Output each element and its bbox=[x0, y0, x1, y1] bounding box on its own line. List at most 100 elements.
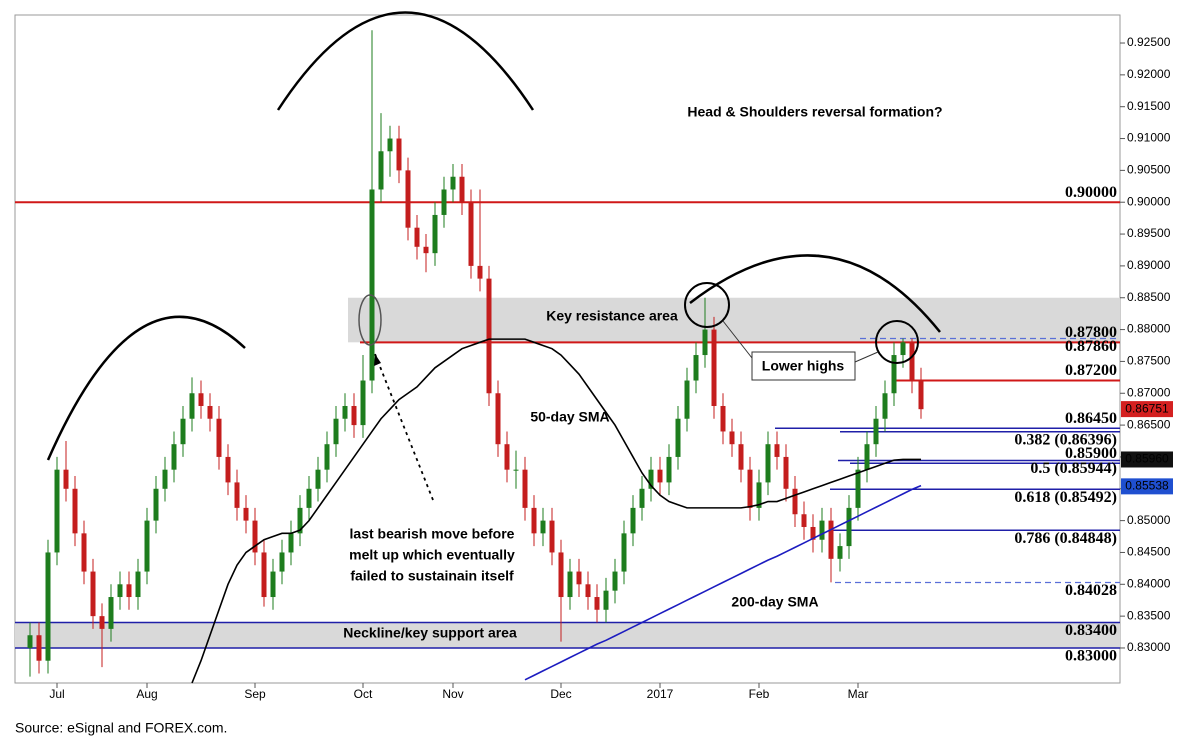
candle-body bbox=[900, 342, 906, 356]
chart-title: Head & Shoulders reversal formation? bbox=[687, 104, 942, 120]
candle-body bbox=[441, 189, 447, 215]
candle-body bbox=[549, 520, 555, 553]
candle-body bbox=[270, 571, 276, 598]
candle-body bbox=[846, 507, 852, 547]
candle-body bbox=[684, 380, 690, 419]
note-arrow bbox=[374, 353, 434, 501]
candle-body bbox=[315, 469, 321, 489]
candle-body bbox=[369, 189, 375, 381]
y-tick-label: 0.84000 bbox=[1127, 576, 1171, 590]
candle-body bbox=[405, 170, 411, 228]
callout: Lower highs bbox=[762, 358, 845, 374]
y-tick-label: 0.83500 bbox=[1127, 608, 1171, 622]
x-tick-label: Sep bbox=[244, 687, 266, 701]
y-tick-label: 0.88000 bbox=[1127, 322, 1171, 336]
candle-body bbox=[657, 469, 663, 483]
candle-body bbox=[855, 469, 861, 508]
candle-body bbox=[864, 444, 870, 470]
candle-body bbox=[837, 546, 843, 559]
candle-body bbox=[135, 571, 141, 598]
candle-body bbox=[729, 431, 735, 445]
candle-body bbox=[90, 571, 96, 617]
candle-body bbox=[801, 514, 807, 527]
candle-body bbox=[486, 278, 492, 394]
arrow-head bbox=[374, 354, 381, 366]
highlight-circle bbox=[684, 282, 730, 328]
candle-body bbox=[558, 552, 564, 598]
candle-body bbox=[909, 342, 915, 381]
price-tag-label: 0.86751 bbox=[1125, 401, 1169, 415]
candle-body bbox=[72, 488, 78, 534]
x-tick-label: Dec bbox=[550, 687, 571, 701]
candle-body bbox=[720, 405, 726, 432]
y-tick-label: 0.89000 bbox=[1127, 258, 1171, 272]
price-tag bbox=[1121, 478, 1173, 495]
candle-body bbox=[882, 393, 888, 419]
candle-body bbox=[234, 482, 240, 508]
candle-body bbox=[459, 176, 465, 203]
candle-body bbox=[630, 507, 636, 534]
note-line: failed to sustainain itself bbox=[350, 568, 514, 584]
candle-body bbox=[27, 635, 33, 648]
candle-body bbox=[126, 584, 132, 598]
candle-body bbox=[513, 469, 519, 471]
candle-body bbox=[225, 456, 231, 483]
y-tick-label: 0.87500 bbox=[1127, 354, 1171, 368]
price-tag-label: 0.85538 bbox=[1125, 479, 1169, 493]
y-tick-label: 0.91000 bbox=[1127, 131, 1171, 145]
head-arc bbox=[276, 11, 535, 111]
candle-body bbox=[504, 444, 510, 470]
candle-body bbox=[414, 227, 420, 247]
level-label: 0.5 (0.85944) bbox=[1030, 460, 1117, 477]
candle-body bbox=[171, 444, 177, 470]
candle-body bbox=[108, 597, 114, 629]
band-label: Neckline/key support area bbox=[343, 625, 517, 641]
candle-body bbox=[54, 469, 60, 553]
candle-body bbox=[756, 482, 762, 508]
candle-body bbox=[261, 552, 267, 598]
candle-body bbox=[873, 418, 879, 445]
candle-body bbox=[891, 355, 897, 394]
candle-body bbox=[468, 202, 474, 266]
shoulder-arc bbox=[46, 315, 246, 461]
y-tick-label: 0.89500 bbox=[1127, 226, 1171, 240]
candle-body bbox=[207, 405, 213, 419]
candle-body bbox=[765, 444, 771, 483]
candle-body bbox=[495, 393, 501, 445]
candle-body bbox=[477, 265, 483, 279]
candle-body bbox=[180, 418, 186, 445]
candle-body bbox=[810, 526, 816, 540]
callout-box bbox=[751, 351, 856, 381]
level-label: 0.83000 bbox=[1065, 648, 1117, 665]
level-label: 0.90000 bbox=[1065, 184, 1117, 201]
candle-body bbox=[819, 520, 825, 540]
candle-body bbox=[306, 488, 312, 508]
price-tag-label: 0.85960 bbox=[1125, 452, 1169, 466]
candle-body bbox=[621, 533, 627, 572]
y-tick-label: 0.92500 bbox=[1127, 35, 1171, 49]
note-line: melt up which eventually bbox=[349, 547, 515, 563]
candle-body bbox=[324, 444, 330, 470]
y-tick-label: 0.87000 bbox=[1127, 385, 1171, 399]
x-tick-label: 2017 bbox=[647, 687, 674, 701]
level-label: 0.83400 bbox=[1065, 622, 1117, 639]
candle-body bbox=[216, 418, 222, 457]
candle-body bbox=[99, 616, 105, 629]
candle-body bbox=[351, 405, 357, 426]
level-label: 0.87860 bbox=[1065, 338, 1117, 355]
sma-label: 200-day SMA bbox=[731, 594, 818, 610]
candle-body bbox=[711, 329, 717, 406]
y-tick-label: 0.91500 bbox=[1127, 99, 1171, 113]
candle-body bbox=[450, 176, 456, 190]
sma-line bbox=[524, 484, 922, 681]
callout-connector bbox=[722, 320, 753, 359]
candle-body bbox=[387, 138, 393, 152]
candle-body bbox=[639, 488, 645, 508]
y-tick-label: 0.85000 bbox=[1127, 513, 1171, 527]
y-tick-label: 0.90000 bbox=[1127, 194, 1171, 208]
candle-body bbox=[153, 488, 159, 521]
y-tick-label: 0.83000 bbox=[1127, 640, 1171, 654]
level-label: 0.786 (0.84848) bbox=[1014, 530, 1117, 547]
candle-body bbox=[792, 488, 798, 515]
